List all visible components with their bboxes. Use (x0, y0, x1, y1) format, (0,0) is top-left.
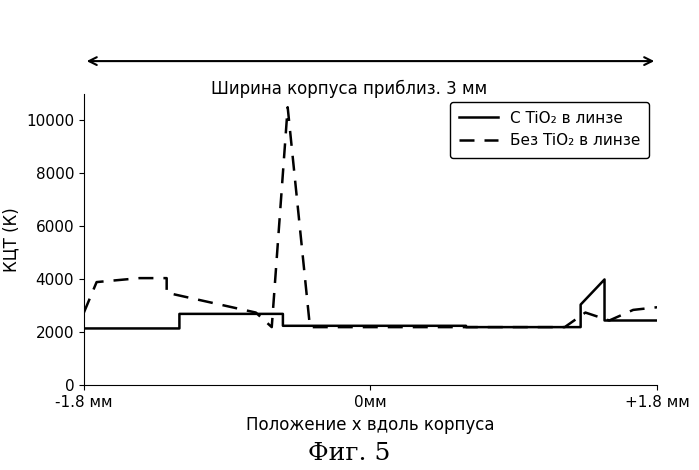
Legend: С TiO₂ в линзе, Без TiO₂ в линзе: С TiO₂ в линзе, Без TiO₂ в линзе (450, 102, 649, 157)
Text: Фиг. 5: Фиг. 5 (308, 442, 391, 465)
Text: Ширина корпуса приблиз. 3 мм: Ширина корпуса приблиз. 3 мм (211, 80, 488, 98)
X-axis label: Положение x вдоль корпуса: Положение x вдоль корпуса (246, 415, 495, 434)
Y-axis label: КЦТ (К): КЦТ (К) (3, 207, 20, 272)
